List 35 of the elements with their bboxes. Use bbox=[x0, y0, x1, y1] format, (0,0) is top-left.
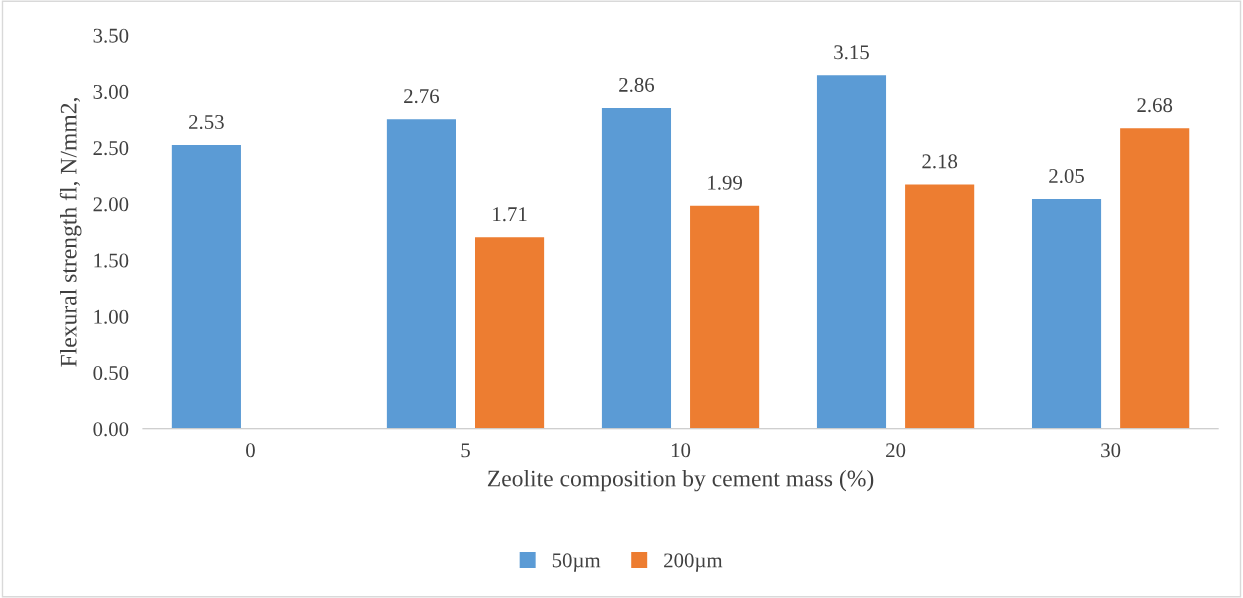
x-axis-title: Zeolite composition by cement mass (%) bbox=[487, 469, 874, 492]
y-tick-label: 1.50 bbox=[94, 253, 129, 268]
x-tick-label: 30 bbox=[1101, 443, 1121, 458]
bar bbox=[815, 73, 888, 429]
y-tick-label: 0.00 bbox=[93, 422, 129, 437]
x-tick-label: 0 bbox=[246, 443, 255, 458]
y-tick-label: 3.50 bbox=[93, 28, 129, 43]
x-tick-label: 10 bbox=[671, 443, 691, 458]
data-label: 2.53 bbox=[189, 114, 224, 130]
bar bbox=[1118, 126, 1191, 429]
data-label: 2.76 bbox=[404, 89, 440, 104]
y-tick-label: 0.50 bbox=[93, 365, 129, 381]
legend-label: 200µm bbox=[664, 553, 723, 572]
data-label: 2.18 bbox=[922, 154, 958, 169]
bar bbox=[903, 182, 976, 429]
bar bbox=[1030, 197, 1103, 429]
x-tick-label: 20 bbox=[886, 443, 906, 458]
bar bbox=[385, 117, 458, 429]
y-tick-label: 3.00 bbox=[93, 84, 129, 100]
data-label: 1.71 bbox=[493, 207, 527, 222]
bar bbox=[170, 143, 243, 429]
bar bbox=[600, 106, 673, 429]
bar bbox=[473, 235, 546, 429]
data-label: 1.99 bbox=[708, 175, 742, 190]
y-tick-label: 2.00 bbox=[93, 197, 129, 212]
data-label: 2.05 bbox=[1049, 168, 1084, 184]
legend-label: 50µm bbox=[552, 553, 601, 572]
x-tick-label: 5 bbox=[461, 443, 470, 458]
data-label: 3.15 bbox=[834, 45, 869, 60]
data-label: 2.86 bbox=[619, 77, 655, 92]
y-tick-label: 2.50 bbox=[93, 141, 129, 156]
data-label: 2.68 bbox=[1137, 98, 1173, 113]
bar bbox=[688, 204, 761, 429]
y-axis-title: Flexural strength fl, N/mm2, bbox=[59, 98, 82, 367]
y-tick-label: 1.00 bbox=[94, 309, 129, 324]
